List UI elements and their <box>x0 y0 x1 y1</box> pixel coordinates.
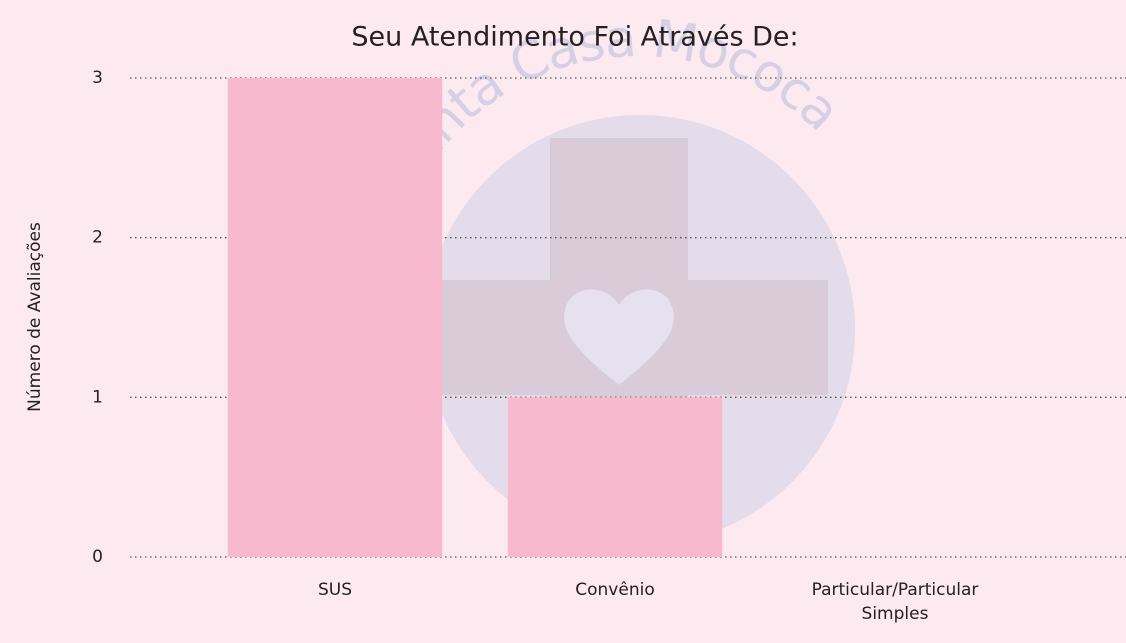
x-tick-label: Particular/Particular Simples <box>811 580 979 624</box>
y-axis-label: Número de Avaliações <box>25 222 45 412</box>
y-tick-label: 3 <box>92 68 103 88</box>
y-tick-label: 2 <box>92 228 103 248</box>
x-tick-label: SUS <box>317 580 353 600</box>
y-tick-label: 1 <box>92 387 103 407</box>
bar <box>507 397 723 557</box>
watermark-heart <box>564 289 674 385</box>
bar <box>227 78 443 557</box>
x-tick-label: Convênio <box>575 580 655 600</box>
chart-title: Seu Atendimento Foi Através De: <box>351 22 798 53</box>
y-tick-label: 0 <box>92 547 103 567</box>
